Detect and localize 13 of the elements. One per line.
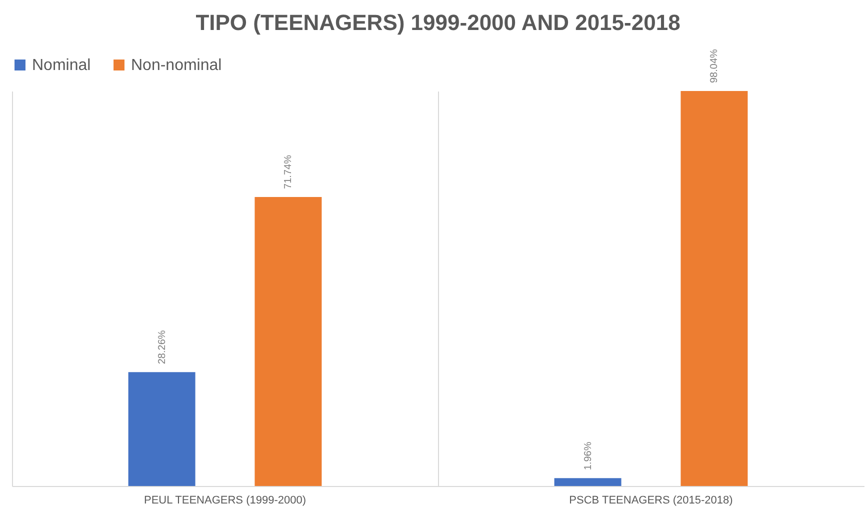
x-tick-label: PEUL TEENAGERS (1999-2000) [144,494,306,506]
data-label: 71.74% [283,154,294,189]
bar [128,372,196,486]
bar [554,478,622,486]
data-label: 28.26% [156,330,168,364]
bar [254,196,322,486]
bar [680,91,748,486]
x-tick-label: PSCB TEENAGERS (2015-2018) [569,494,733,506]
legend-label: Non-nominal [131,57,222,74]
data-label: 98.04% [709,48,720,83]
legend-label: Nominal [32,57,91,74]
data-label: 1.96% [582,442,594,470]
chart-title: TIPO (TEENAGERS) 1999-2000 AND 2015-2018 [196,10,680,36]
